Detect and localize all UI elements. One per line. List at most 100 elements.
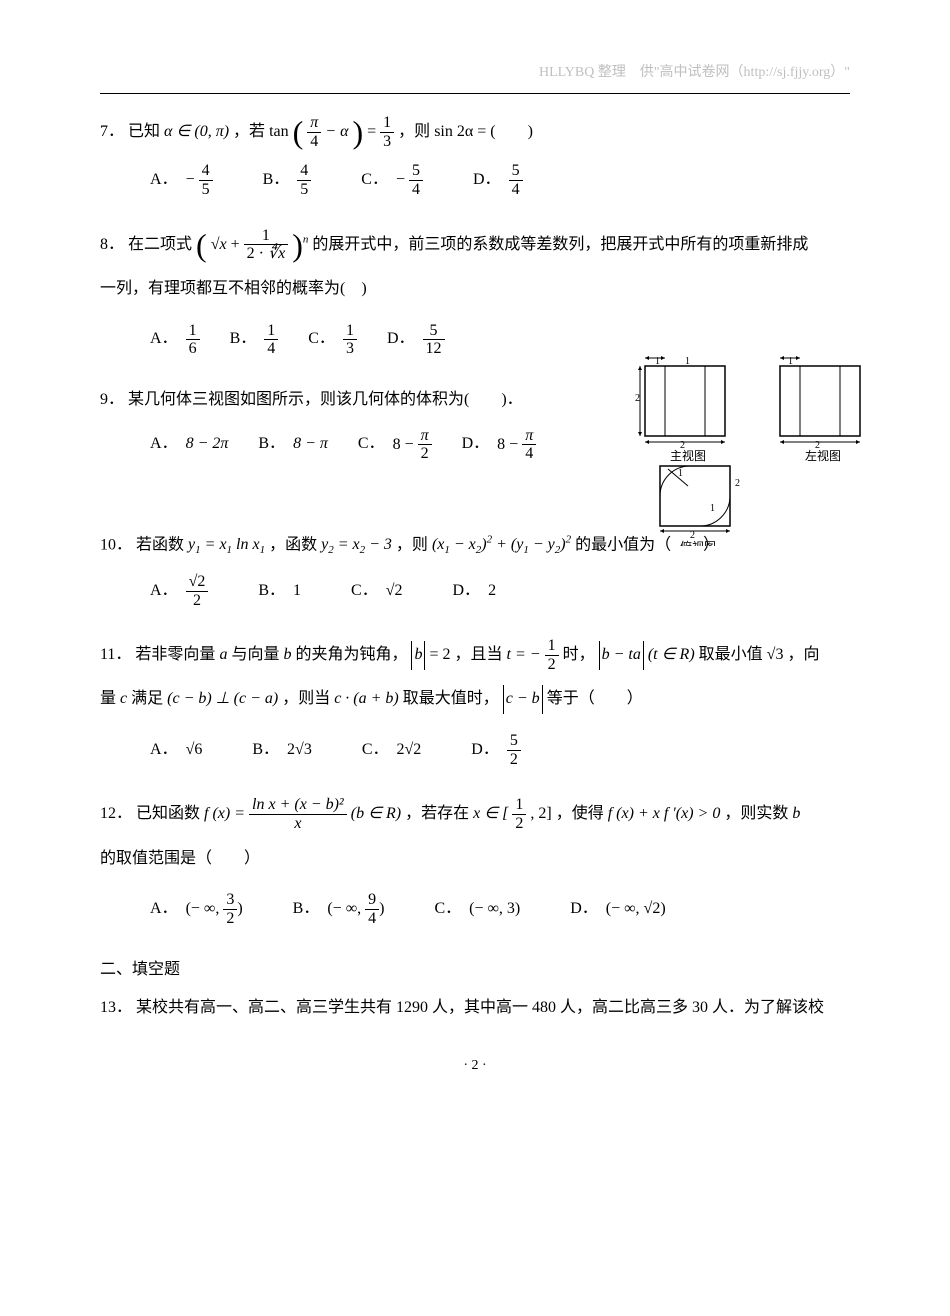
page-number: · 2 ·: [100, 1053, 850, 1078]
q7-sin2a: sin 2α =: [434, 123, 490, 140]
q7-alpha: α ∈ (0, π): [164, 123, 229, 140]
svg-text:1: 1: [710, 503, 715, 514]
question-8: 8． 在二项式 ( √x + 12 · ∜x )n 的展开式中，前三项的系数成等…: [100, 227, 850, 358]
q8-post: 的展开式中，前三项的系数成等差数列，把展开式中所有的项重新排成: [312, 235, 808, 252]
q8-number: 8．: [100, 235, 124, 252]
q11-cb: c − b: [503, 685, 543, 714]
q10-c1: ，函数: [269, 536, 317, 553]
header-attribution: HLLYBQ 整理 供"高中试卷网（http://sj.fjjy.org）": [100, 60, 850, 85]
q12-choice-d: D．(− ∞, √2): [570, 895, 665, 924]
q8-frac: 12 · ∜x: [244, 227, 289, 263]
q11-cont-mid1: 满足: [131, 690, 163, 707]
q13-number: 13．: [100, 999, 132, 1016]
q11-eq2: = 2: [429, 646, 450, 663]
q7-pre: 已知: [128, 123, 160, 140]
header-rule: [100, 93, 850, 94]
q7-choice-a: A．− 45: [150, 162, 213, 198]
q7-rparen: ): [352, 116, 363, 148]
question-9: 9． 某几何体三视图如图所示，则该几何体的体积为( )． A．8 − 2π B．…: [100, 386, 850, 463]
q11-cont-post: 等于（ ）: [547, 690, 643, 707]
q11-mid5: 取最小值: [699, 646, 763, 663]
q8-lparen: (: [196, 229, 207, 261]
question-7: 7． 已知 α ∈ (0, π) ，若 tan ( π4 − α ) = 13 …: [100, 114, 850, 198]
q7-minus-alpha: − α: [325, 123, 348, 140]
question-13: 13． 某校共有高一、高二、高三学生共有 1290 人，其中高一 480 人，高…: [100, 994, 850, 1023]
svg-text:主视图: 主视图: [670, 448, 706, 463]
q11-cont-mid3: 取最大值时，: [403, 690, 499, 707]
q11-teq: t = −: [507, 646, 545, 663]
q11-choice-c: C．2√2: [362, 736, 421, 765]
q12-choice-c: C．(− ∞, 3): [434, 895, 520, 924]
q11-c: c: [120, 690, 127, 707]
q10-choice-b: B．1: [258, 577, 301, 606]
q11-cont-pre: 量: [100, 690, 116, 707]
svg-text:2: 2: [635, 393, 640, 404]
q9-stem: 某几何体三视图如图所示，则该几何体的体积为( )．: [128, 391, 523, 408]
q8-choice-b: B．14: [230, 322, 279, 358]
q12-mid1: ，若存在: [405, 805, 469, 822]
q10-then: ，则: [396, 536, 428, 553]
q7-onethird: 13: [380, 114, 394, 150]
svg-text:2: 2: [735, 478, 740, 489]
q8-rparen: ): [292, 229, 303, 261]
svg-text:1: 1: [685, 356, 690, 367]
q10-choice-d: D．2: [453, 577, 497, 606]
q12-half: 12: [512, 796, 526, 832]
svg-text:1: 1: [678, 468, 683, 479]
q12-mid3: ，则实数: [724, 805, 788, 822]
q8-pre: 在二项式: [128, 235, 192, 252]
q10-pre: 若函数: [136, 536, 184, 553]
q11-choice-d: D．52: [471, 732, 521, 768]
q8-plus: +: [231, 235, 244, 252]
question-12: 12． 已知函数 f (x) = ln x + (x − b)²x (b ∈ R…: [100, 796, 850, 927]
q10-choice-a: A．√22: [150, 573, 208, 609]
q12-xin2: , 2]: [530, 805, 551, 822]
q9-choice-d: D．8 − π4: [462, 427, 537, 463]
q11-half: 12: [545, 637, 559, 673]
q12-choice-b: B．(− ∞, 94): [293, 891, 385, 927]
q8-choice-d: D．512: [387, 322, 445, 358]
q12-cond: f (x) + x f ′(x) > 0: [608, 805, 721, 822]
q9-number: 9．: [100, 391, 124, 408]
q10-number: 10．: [100, 536, 132, 553]
q11-mid4: 时，: [563, 646, 595, 663]
q9-choice-b: B．8 − π: [258, 430, 328, 459]
q8-choice-a: A．16: [150, 322, 200, 358]
q7-mid: ，若: [233, 123, 265, 140]
q10-choice-c: C．√2: [351, 577, 402, 606]
q10-post: 的最小值为（ ）: [575, 536, 719, 553]
q7-choice-d: D．54: [473, 162, 523, 198]
q11-cont-mid2: ，则当: [282, 690, 330, 707]
q12-bvar: b: [792, 805, 800, 822]
q7-eq: =: [367, 123, 380, 140]
q8-pow-n: n: [303, 233, 309, 245]
q8-continuation: 一列，有理项都互不相邻的概率为( ): [100, 275, 850, 304]
q7-number: 7．: [100, 123, 124, 140]
q13-stem: 某校共有高一、高二、高三学生共有 1290 人，其中高一 480 人，高二比高三…: [136, 999, 824, 1016]
q11-tr: (t ∈ R): [648, 646, 695, 663]
q11-number: 11．: [100, 646, 131, 663]
q9-choice-a: A．8 − 2π: [150, 430, 228, 459]
q7-choice-c: C．− 54: [361, 162, 423, 198]
q11-abs-b: b: [411, 641, 425, 670]
q11-mid2: 的夹角为钝角，: [295, 646, 407, 663]
q8-choice-c: C．13: [308, 322, 357, 358]
q11-a: a: [219, 646, 227, 663]
q7-then: ，则: [398, 123, 430, 140]
q12-continuation: 的取值范围是（ ）: [100, 845, 850, 874]
q8-sqrtx: √x: [211, 235, 227, 252]
three-views-diagram: 1 1 2 2 主视图 1 2 左视图: [630, 356, 890, 557]
question-10: 10． 若函数 y1 = x1 ln x1 ，函数 y2 = x2 − 3 ，则…: [100, 531, 850, 610]
q10-expr: (x1 − x2)2 + (y1 − y2)2: [432, 536, 571, 553]
q7-pi4: π4: [307, 114, 321, 150]
q7-blank: ( ): [490, 123, 533, 140]
q12-fx: f (x) =: [204, 805, 249, 822]
q11-mid6: ，向: [787, 646, 819, 663]
q12-pre: 已知函数: [136, 805, 200, 822]
q11-pre: 若非零向量: [135, 646, 215, 663]
q7-lparen: (: [293, 116, 304, 148]
q12-br: (b ∈ R): [351, 805, 401, 822]
q12-xin: x ∈ [: [473, 805, 508, 822]
q12-number: 12．: [100, 805, 132, 822]
q11-bta: b − ta: [599, 641, 644, 670]
